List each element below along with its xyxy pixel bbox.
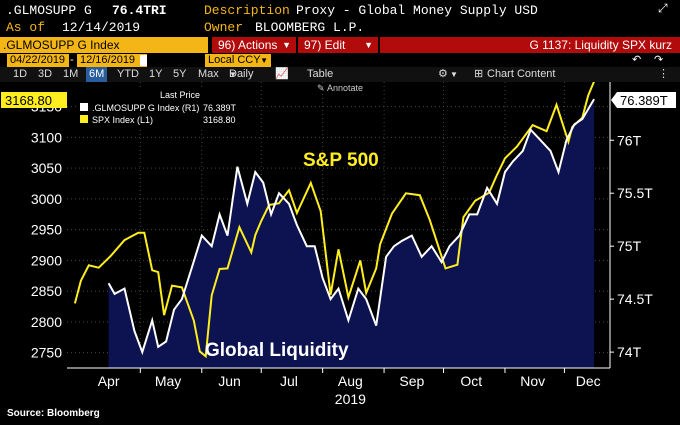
legend-background bbox=[76, 87, 248, 129]
right-tick-label: 75.5T bbox=[617, 185, 653, 201]
annotate-icon[interactable]: ✎ bbox=[317, 83, 325, 93]
owner-label: Owner bbox=[204, 20, 244, 35]
ticker-label: .GLMOSUPP G bbox=[6, 3, 92, 18]
x-tick-label: Jul bbox=[280, 373, 298, 389]
frequency-label: Daily bbox=[229, 68, 254, 80]
right-axis: 74T 74.5T 75T 75.5T 76T bbox=[609, 82, 653, 368]
left-tick-label: 2900 bbox=[31, 252, 62, 268]
actions-button[interactable]: 96) Actions ▼ bbox=[212, 37, 296, 53]
expand-icon[interactable]: ⤢ bbox=[658, 2, 668, 16]
range-1d[interactable]: 1D bbox=[13, 68, 28, 80]
right-tick-label: 74.5T bbox=[617, 291, 653, 307]
chart-toolbar: 1D 3D 1M 6M YTD 1Y 5Y Max Daily ▼ 📈 Tabl… bbox=[0, 67, 680, 82]
x-tick-label: Aug bbox=[338, 373, 363, 389]
range-3d[interactable]: 3D bbox=[38, 68, 53, 80]
source-note: Source: Bloomberg bbox=[7, 408, 100, 419]
start-date-input[interactable]: 04/22/2019 bbox=[7, 54, 69, 67]
line-chart-icon[interactable]: 📈 bbox=[275, 68, 289, 80]
table-button[interactable]: Table bbox=[307, 68, 334, 80]
range-1m[interactable]: 1M bbox=[63, 68, 79, 80]
liquidity-area-fill bbox=[108, 99, 595, 368]
description-value: Proxy - Global Money Supply USD bbox=[296, 3, 538, 18]
chart-content-icon[interactable]: ⊞ bbox=[474, 68, 484, 80]
asof-value: 12/14/2019 bbox=[62, 20, 141, 35]
left-tick-label: 2750 bbox=[31, 345, 62, 361]
x-tick-label: May bbox=[155, 373, 181, 389]
calendar-icon[interactable] bbox=[140, 55, 147, 66]
chevron-down-icon: ▼ bbox=[229, 70, 237, 79]
range-5y[interactable]: 5Y bbox=[173, 68, 187, 80]
right-tick-label: 76T bbox=[617, 132, 642, 148]
settings-icon[interactable]: ⚙ bbox=[438, 68, 448, 80]
legend-swatch-liquidity bbox=[80, 103, 88, 111]
liquidity-series-line[interactable] bbox=[107, 98, 595, 356]
legend-label-spx: SPX Index (L1) bbox=[92, 115, 153, 125]
x-tick-label: Dec bbox=[576, 373, 601, 389]
liquidity-annotation: Global Liquidity bbox=[205, 340, 349, 361]
chevron-down-icon: ▼ bbox=[282, 40, 291, 50]
undo-icon[interactable]: ↶ bbox=[632, 54, 642, 66]
legend-swatch-spx bbox=[80, 115, 88, 123]
spx-series-line[interactable] bbox=[73, 82, 595, 359]
x-year-label: 2019 bbox=[335, 391, 366, 407]
last-value: 76.4TRI bbox=[112, 3, 167, 18]
range-1y[interactable]: 1Y bbox=[149, 68, 163, 80]
spx-annotation: S&P 500 bbox=[303, 150, 379, 171]
header-row-1: .GLMOSUPP G 76.4TRI Description Proxy - … bbox=[0, 2, 680, 19]
header-row-2: As of 12/14/2019 Owner BLOOMBERG L.P. bbox=[0, 19, 680, 36]
last-right-box bbox=[611, 92, 676, 108]
legend-value-spx: 3168.80 bbox=[203, 115, 236, 125]
x-tick-label: Nov bbox=[520, 373, 545, 389]
chart-title-bar: G 1137: Liquidity SPX kurz bbox=[380, 37, 680, 53]
edit-button[interactable]: 97) Edit ▼ bbox=[298, 37, 378, 53]
x-tick-label: Sep bbox=[399, 373, 424, 389]
legend: Last Price .GLMOSUPP G Index (R1) 76.389… bbox=[76, 87, 248, 129]
price-chart[interactable]: 275028002850290029503000305031003150 74T… bbox=[0, 82, 680, 408]
command-bar: .GLMOSUPP G Index 96) Actions ▼ 97) Edit… bbox=[0, 37, 680, 53]
last-right-marker: 76.389T bbox=[611, 92, 676, 108]
asof-label: As of bbox=[6, 20, 46, 35]
range-6m[interactable]: 6M bbox=[86, 67, 108, 82]
more-menu-icon[interactable]: ⋮ bbox=[658, 68, 669, 80]
x-tick-label: Oct bbox=[460, 373, 482, 389]
chevron-down-icon: ▼ bbox=[260, 56, 268, 65]
left-tick-label: 3050 bbox=[31, 160, 62, 176]
left-tick-label: 2800 bbox=[31, 314, 62, 330]
last-left-marker: 3168.80 bbox=[1, 92, 67, 108]
chevron-down-icon: ▼ bbox=[450, 70, 458, 79]
chart-content-button[interactable]: Chart Content bbox=[487, 68, 556, 80]
x-tick-label: Jun bbox=[218, 373, 241, 389]
date-separator: - bbox=[70, 54, 74, 66]
description-label: Description bbox=[204, 3, 290, 18]
currency-select[interactable]: Local CCY ▼ bbox=[205, 54, 271, 67]
range-max[interactable]: Max bbox=[198, 68, 219, 80]
right-tick-label: 74T bbox=[617, 344, 642, 360]
owner-value: BLOOMBERG L.P. bbox=[255, 20, 365, 35]
redo-icon[interactable]: ↷ bbox=[654, 54, 664, 66]
legend-title: Last Price bbox=[160, 90, 200, 100]
actions-label: 96) Actions bbox=[218, 38, 278, 52]
end-date-input[interactable]: 12/16/2019 bbox=[77, 54, 147, 67]
edit-label: 97) Edit bbox=[304, 38, 346, 52]
left-tick-label: 3000 bbox=[31, 191, 62, 207]
annotate-button[interactable]: Annotate bbox=[327, 83, 363, 93]
legend-value-liquidity: 76.389T bbox=[203, 103, 237, 113]
range-ytd[interactable]: YTD bbox=[117, 68, 139, 80]
left-axis: 275028002850290029503000305031003150 bbox=[31, 99, 62, 361]
right-tick-label: 75T bbox=[617, 238, 642, 254]
date-bar: 04/22/2019 - 12/16/2019 Local CCY ▼ ↶ ↷ bbox=[0, 54, 680, 67]
chart-title: G 1137: Liquidity SPX kurz bbox=[529, 38, 672, 52]
x-axis: Apr May Jun Jul Aug Sep Oct Nov Dec 2019 bbox=[67, 367, 610, 407]
security-field[interactable]: .GLMOSUPP G Index bbox=[0, 37, 208, 53]
left-tick-label: 2950 bbox=[31, 222, 62, 238]
x-tick-label: Apr bbox=[98, 373, 120, 389]
legend-label-liquidity: .GLMOSUPP G Index (R1) bbox=[92, 103, 199, 113]
currency-label: Local CCY bbox=[208, 54, 261, 66]
left-tick-label: 3100 bbox=[31, 129, 62, 145]
last-left-value: 3168.80 bbox=[5, 93, 52, 108]
left-tick-label: 2850 bbox=[31, 283, 62, 299]
last-right-value: 76.389T bbox=[620, 93, 668, 108]
last-left-box bbox=[1, 92, 67, 108]
chevron-down-icon: ▼ bbox=[364, 40, 373, 50]
